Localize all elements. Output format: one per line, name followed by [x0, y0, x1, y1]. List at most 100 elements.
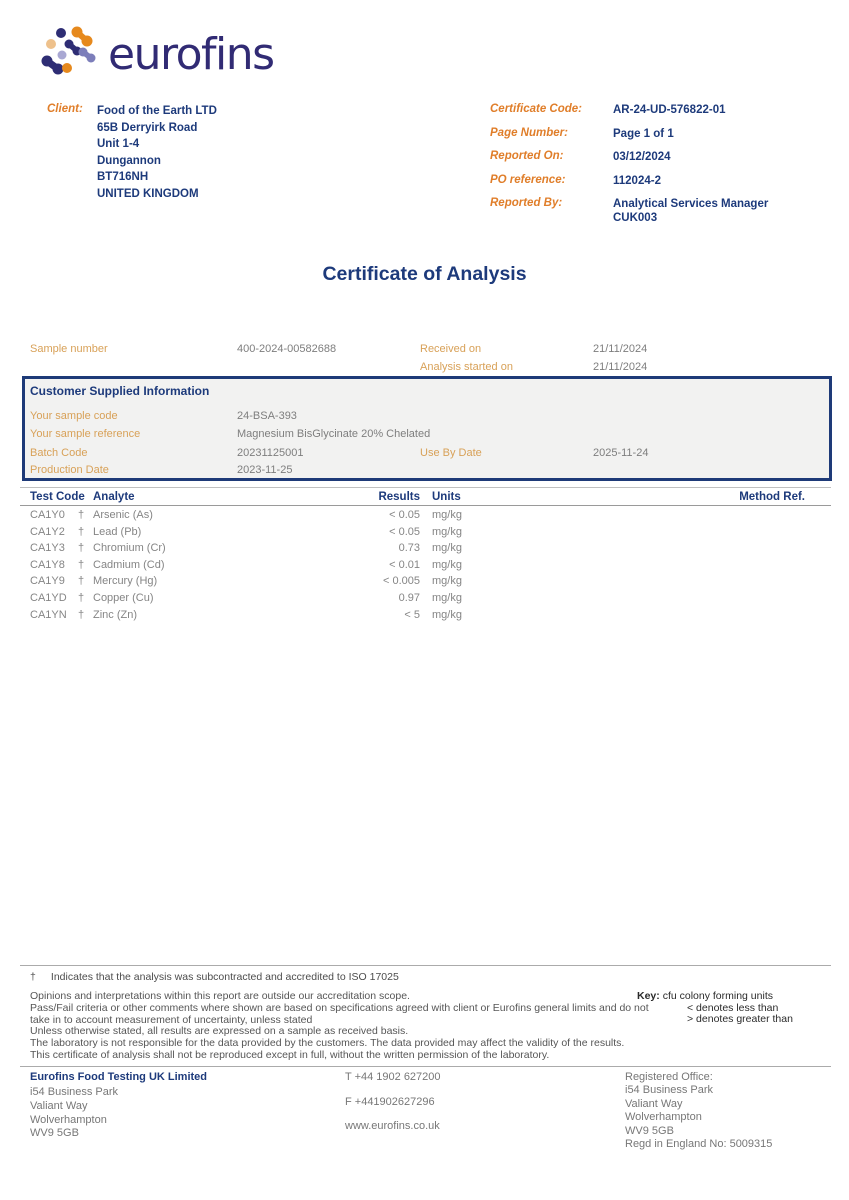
client-address-line: BT716NH: [97, 171, 149, 183]
footnotes-divider: [20, 965, 831, 966]
analysis-started-label: Analysis started on: [420, 361, 513, 373]
reported-on-value: 03/12/2024: [613, 151, 671, 163]
certificate-code-label: Certificate Code:: [490, 103, 583, 115]
disclaimer-line: This certificate of analysis shall not b…: [30, 1048, 550, 1061]
analyte-cell: Lead (Pb): [93, 525, 142, 538]
analyte-cell: Zinc (Zn): [93, 608, 137, 621]
test-code-cell: CA1Y2: [30, 525, 65, 538]
footer-registered-line: Wolverhampton: [625, 1111, 702, 1124]
batch-code-label: Batch Code: [30, 447, 88, 459]
key-label: Key:: [637, 990, 660, 1002]
footer-address-line: Wolverhampton: [30, 1113, 107, 1126]
client-address-line: Unit 1-4: [97, 138, 140, 150]
result-cell: 0.97: [398, 591, 420, 604]
units-cell: mg/kg: [432, 608, 462, 621]
footer-divider: [20, 1066, 831, 1067]
key-cfu-text: cfu colony forming units: [662, 990, 773, 1002]
your-sample-code-value: 24-BSA-393: [237, 410, 297, 422]
production-date-label: Production Date: [30, 464, 109, 476]
reported-by-id: CUK003: [613, 212, 658, 224]
page-number-label: Page Number:: [490, 126, 568, 139]
result-cell: < 0.05: [389, 509, 420, 521]
dagger-icon: †: [78, 542, 85, 555]
analyte-cell: Chromium (Cr): [93, 542, 166, 555]
your-sample-code-label: Your sample code: [30, 410, 118, 422]
your-sample-reference-value: Magnesium BisGlycinate 20% Chelated: [237, 428, 431, 440]
your-sample-reference-label: Your sample reference: [30, 428, 141, 440]
meta-row-reported-by: Reported By: Analytical Services Manager…: [490, 197, 835, 225]
reported-by-value: Analytical Services Manager CUK003: [613, 197, 768, 225]
client-address-line: Dungannon: [97, 154, 161, 167]
footer-fax: F +441902627296: [345, 1095, 435, 1108]
footer-contact-block: T +44 1902 627200 F +441902627296 www.eu…: [345, 1071, 441, 1145]
page-number-value: Page 1 of 1: [613, 127, 674, 140]
results-table-body: CA1Y0 † Arsenic (As) < 0.05 mg/kg CA1Y2 …: [20, 509, 831, 625]
footer-registered-line: i54 Business Park: [625, 1084, 714, 1097]
test-code-cell: CA1Y0: [30, 509, 65, 521]
po-reference-label: PO reference:: [490, 173, 566, 186]
dagger-icon: †: [78, 575, 85, 588]
test-code-cell: CA1Y9: [30, 575, 65, 588]
analyte-cell: Cadmium (Cd): [93, 558, 165, 571]
footer-telephone: T +44 1902 627200: [345, 1071, 441, 1083]
certificate-code-value: AR-24-UD-576822-01: [613, 104, 726, 116]
dagger-icon: †: [78, 558, 85, 571]
key-line: Key: cfu colony forming units: [637, 990, 793, 1003]
table-row: CA1YD † Copper (Cu) 0.97 mg/kg: [20, 592, 831, 609]
batch-code-value: 20231125001: [237, 447, 304, 459]
page-title: Certificate of Analysis: [322, 263, 527, 285]
reported-by-label: Reported By:: [490, 197, 563, 209]
table-row: CA1Y2 † Lead (Pb) < 0.05 mg/kg: [20, 526, 831, 543]
footer-company-name: Eurofins Food Testing UK Limited: [30, 1071, 208, 1083]
client-block: Client: Food of the Earth LTD 65B Derryi…: [47, 103, 217, 202]
production-date-value: 2023-11-25: [237, 464, 293, 476]
received-on-value: 21/11/2024: [593, 343, 648, 355]
analyte-cell: Copper (Cu): [93, 591, 154, 604]
certificate-meta-block: Certificate Code: AR-24-UD-576822-01 Pag…: [490, 103, 835, 235]
eurofins-wordmark: eurofins: [108, 29, 275, 80]
table-row: CA1Y3 † Chromium (Cr) 0.73 mg/kg: [20, 542, 831, 559]
received-on-label: Received on: [420, 343, 482, 355]
table-row: CA1Y8 † Cadmium (Cd) < 0.01 mg/kg: [20, 559, 831, 576]
dagger-footnote: † Indicates that the analysis was subcon…: [30, 971, 399, 983]
use-by-date-label: Use By Date: [420, 447, 482, 459]
client-name: Food of the Earth LTD: [97, 105, 217, 117]
dagger-icon: †: [30, 971, 36, 983]
table-row: CA1Y0 † Arsenic (As) < 0.05 mg/kg: [20, 509, 831, 526]
eurofins-logo-icon: [41, 26, 96, 75]
test-code-cell: CA1Y8: [30, 558, 65, 571]
eurofins-logo: eurofins: [36, 24, 275, 86]
footer-registered-line: Valiant Way: [625, 1097, 683, 1110]
disclaimer-line: Unless otherwise stated, all results are…: [30, 1025, 409, 1038]
table-row: CA1Y9 † Mercury (Hg) < 0.005 mg/kg: [20, 575, 831, 592]
po-reference-value: 112024-2: [613, 174, 661, 187]
meta-row-reported-on: Reported On: 03/12/2024: [490, 150, 835, 164]
result-cell: 0.73: [398, 542, 420, 555]
units-cell: mg/kg: [432, 525, 462, 538]
result-cell: < 0.01: [389, 558, 420, 571]
client-address-line: 65B Derryirk Road: [97, 121, 198, 134]
test-code-cell: CA1YD: [30, 591, 67, 604]
client-address-line: UNITED KINGDOM: [97, 187, 199, 200]
results-table-header: Test Code Analyte Results Units Method R…: [20, 487, 831, 506]
dagger-icon: †: [78, 608, 85, 621]
footer-registered-line: Registered Office:: [625, 1071, 713, 1083]
units-cell: mg/kg: [432, 509, 462, 521]
footer-address-line: WV9 5GB: [30, 1127, 79, 1140]
client-label: Client:: [47, 103, 83, 115]
sample-number-value: 400-2024-00582688: [237, 343, 337, 355]
meta-row-certificate-code: Certificate Code: AR-24-UD-576822-01: [490, 103, 835, 117]
footer-registered-block: Registered Office: i54 Business Park Val…: [625, 1071, 772, 1151]
meta-row-po-reference: PO reference: 112024-2: [490, 174, 835, 188]
result-cell: < 0.005: [382, 575, 420, 588]
analysis-started-value: 21/11/2024: [593, 361, 648, 373]
result-cell: < 5: [404, 608, 420, 621]
footer-address-line: i54 Business Park: [30, 1086, 119, 1098]
units-cell: mg/kg: [432, 542, 462, 555]
use-by-date-value: 2025-11-24: [593, 447, 649, 459]
key-less-than: < denotes less than: [687, 1001, 779, 1014]
dagger-footnote-text: Indicates that the analysis was subcontr…: [50, 971, 399, 983]
column-header-units: Units: [432, 491, 461, 503]
footer-registered-line: Regd in England No: 5009315: [625, 1138, 773, 1151]
